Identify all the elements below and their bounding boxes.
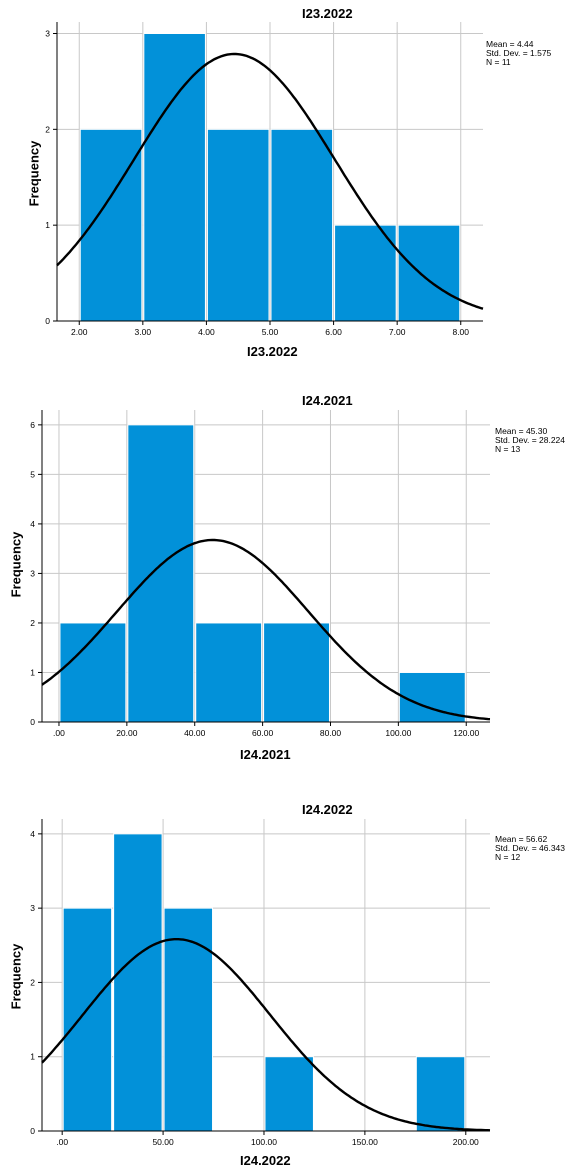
chart-title: I24.2022 xyxy=(302,802,353,817)
x-tick-label: 2.00 xyxy=(71,327,88,337)
y-tick-label: 2 xyxy=(30,618,35,628)
stats-box: Mean = 56.62 Std. Dev. = 46.343 N = 12 xyxy=(495,835,565,862)
chart-1-svg: 0 1 2 3 2.00 3.00 4.00 5.00 6.00 7.00 8.00 xyxy=(45,22,484,337)
stats-box: Mean = 45.30 Std. Dev. = 28.224 N = 13 xyxy=(495,427,565,454)
histogram-bar xyxy=(397,224,461,322)
x-tick-label: 40.00 xyxy=(184,728,206,738)
x-tick-label: 3.00 xyxy=(135,327,152,337)
y-tick-label: 1 xyxy=(30,1052,35,1062)
x-tick-label: 50.00 xyxy=(152,1137,174,1147)
stats-box: Mean = 4.44 Std. Dev. = 1.575 N = 11 xyxy=(486,40,551,67)
y-tick-label: 0 xyxy=(45,316,50,326)
chart-title: I23.2022 xyxy=(302,6,353,21)
histogram-bar xyxy=(264,1056,314,1132)
x-tick-label: 6.00 xyxy=(325,327,342,337)
stats-std-dev: Std. Dev. = 46.343 xyxy=(495,843,566,853)
y-tick-label: 3 xyxy=(30,568,35,578)
x-axis-label: I24.2021 xyxy=(240,747,291,762)
histogram-bar xyxy=(334,224,397,322)
histogram-bar xyxy=(127,424,195,723)
histogram-bar xyxy=(113,833,163,1132)
histogram-bar xyxy=(206,128,270,322)
histogram-chart-1: 0 1 2 3 2.00 3.00 4.00 5.00 6.00 7.00 8.00 I23.202… xyxy=(0,0,569,370)
y-axis-label: Frequency xyxy=(8,943,24,1010)
chart-title: I24.2021 xyxy=(302,393,353,408)
x-tick-label: 60.00 xyxy=(252,728,274,738)
histogram-bar xyxy=(195,622,263,723)
x-axis-label: I24.2022 xyxy=(240,1153,291,1168)
x-axis-label: I23.2022 xyxy=(247,344,298,359)
stats-mean: Mean = 56.62 xyxy=(495,834,548,844)
y-tick-label: 2 xyxy=(45,124,50,134)
histogram-bar xyxy=(143,33,206,322)
histogram-bar xyxy=(263,622,330,723)
x-tick-label: 4.00 xyxy=(198,327,215,337)
x-tick-label: 5.00 xyxy=(262,327,279,337)
chart-2-svg: 0 1 2 3 4 5 6 .00 20.00 40.00 60.00 80.00 100.00 120.… xyxy=(30,410,491,738)
histogram-bar xyxy=(415,1056,466,1132)
y-tick-label: 0 xyxy=(30,717,35,727)
x-tick-label: 8.00 xyxy=(452,327,469,337)
stats-n: N = 13 xyxy=(495,444,521,454)
x-tick-label: 100.00 xyxy=(385,728,411,738)
histogram-bar xyxy=(163,907,214,1132)
x-tick-label: .00 xyxy=(53,728,65,738)
histogram-bar xyxy=(270,128,334,322)
x-tick-label: 7.00 xyxy=(389,327,406,337)
y-tick-label: 6 xyxy=(30,420,35,430)
y-tick-label: 1 xyxy=(45,220,50,230)
x-tick-label: 20.00 xyxy=(116,728,138,738)
stats-n: N = 12 xyxy=(495,852,521,862)
normal-curve xyxy=(56,52,484,310)
x-tick-label: 200.00 xyxy=(453,1137,479,1147)
y-tick-label: 4 xyxy=(30,829,35,839)
y-tick-label: 4 xyxy=(30,519,35,529)
y-tick-label: 3 xyxy=(45,29,50,39)
histogram-chart-2: 0 1 2 3 4 5 6 .00 20.00 40.00 60.00 80.00 100.00 120.… xyxy=(9,393,566,762)
stats-mean: Mean = 45.30 xyxy=(495,426,548,436)
y-tick-label: 0 xyxy=(30,1126,35,1136)
stats-mean: Mean = 4.44 xyxy=(486,39,534,49)
x-tick-label: 120.00 xyxy=(453,728,479,738)
normal-curve xyxy=(41,538,491,721)
x-tick-label: 150.00 xyxy=(352,1137,378,1147)
stats-n: N = 11 xyxy=(486,57,511,67)
stats-std-dev: Std. Dev. = 28.224 xyxy=(495,435,566,445)
y-tick-label: 3 xyxy=(30,903,35,913)
histogram-bar xyxy=(62,907,113,1132)
x-tick-label: 100.00 xyxy=(251,1137,277,1147)
y-tick-label: 5 xyxy=(30,469,35,479)
y-tick-label: 2 xyxy=(30,977,35,987)
normal-curve xyxy=(41,938,491,1132)
x-tick-label: 80.00 xyxy=(320,728,342,738)
y-tick-label: 1 xyxy=(30,667,35,677)
stats-std-dev: Std. Dev. = 1.575 xyxy=(486,48,552,58)
x-tick-label: .00 xyxy=(56,1137,68,1147)
